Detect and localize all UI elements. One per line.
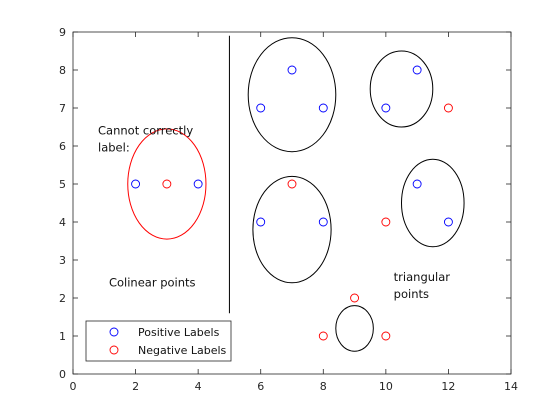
legend-marker-negative — [109, 345, 119, 355]
legend: Positive Labels Negative Labels — [85, 320, 232, 362]
x-tick-label: 6 — [257, 380, 264, 393]
y-tick-label: 4 — [59, 216, 66, 229]
legend-entry-label: Negative Labels — [138, 344, 227, 357]
positive-label-point — [256, 217, 266, 227]
enclosing-circle — [127, 128, 207, 240]
annotation-text: label: — [98, 141, 130, 155]
negative-label-point — [350, 293, 360, 303]
enclosing-circle — [369, 50, 434, 128]
y-tick-label: 8 — [59, 64, 66, 77]
negative-label-point — [443, 103, 453, 113]
enclosing-circle — [252, 175, 332, 284]
positive-label-point — [412, 179, 422, 189]
x-tick-label: 4 — [195, 380, 202, 393]
positive-label-point — [381, 103, 391, 113]
annotations-group: Cannot correctly label: Colinear points tri… — [98, 124, 450, 301]
data-points-group — [131, 65, 453, 341]
x-tick-label: 0 — [70, 380, 77, 393]
x-tick-label: 14 — [504, 380, 518, 393]
enclosing-circle — [335, 305, 374, 352]
negative-label-point — [287, 179, 297, 189]
negative-label-point — [381, 217, 391, 227]
legend-entry-label: Positive Labels — [138, 326, 220, 339]
y-tick-label: 9 — [59, 26, 66, 39]
annotation-text: points — [394, 287, 429, 301]
x-tick-label: 8 — [320, 380, 327, 393]
x-tick-label: 2 — [132, 380, 139, 393]
y-tick-label: 0 — [59, 368, 66, 381]
y-tick-label: 5 — [59, 178, 66, 191]
negative-label-point — [318, 331, 328, 341]
legend-box — [85, 320, 232, 362]
plot-area-box — [72, 31, 512, 375]
positive-label-point — [193, 179, 203, 189]
y-tick-label: 7 — [59, 102, 66, 115]
positive-label-point — [443, 217, 453, 227]
positive-label-point — [318, 103, 328, 113]
negative-label-point — [162, 179, 172, 189]
y-tick-label: 1 — [59, 330, 66, 343]
positive-label-point — [256, 103, 266, 113]
positive-label-point — [131, 179, 141, 189]
enclosing-circle — [401, 158, 465, 248]
x-tick-label: 10 — [379, 380, 393, 393]
negative-label-point — [381, 331, 391, 341]
y-tick-label: 2 — [59, 292, 66, 305]
positive-label-point — [318, 217, 328, 227]
legend-marker-positive — [109, 327, 119, 337]
y-tick-label: 6 — [59, 140, 66, 153]
positive-label-point — [287, 65, 297, 75]
annotation-text: Colinear points — [109, 276, 196, 290]
annotation-text: triangular — [394, 270, 451, 284]
x-tick-label: 12 — [441, 380, 455, 393]
y-tick-label: 3 — [59, 254, 66, 267]
enclosing-circles-group — [127, 37, 465, 352]
positive-label-point — [412, 65, 422, 75]
annotation-text: Cannot correctly — [98, 124, 193, 138]
enclosing-circle — [247, 37, 337, 153]
